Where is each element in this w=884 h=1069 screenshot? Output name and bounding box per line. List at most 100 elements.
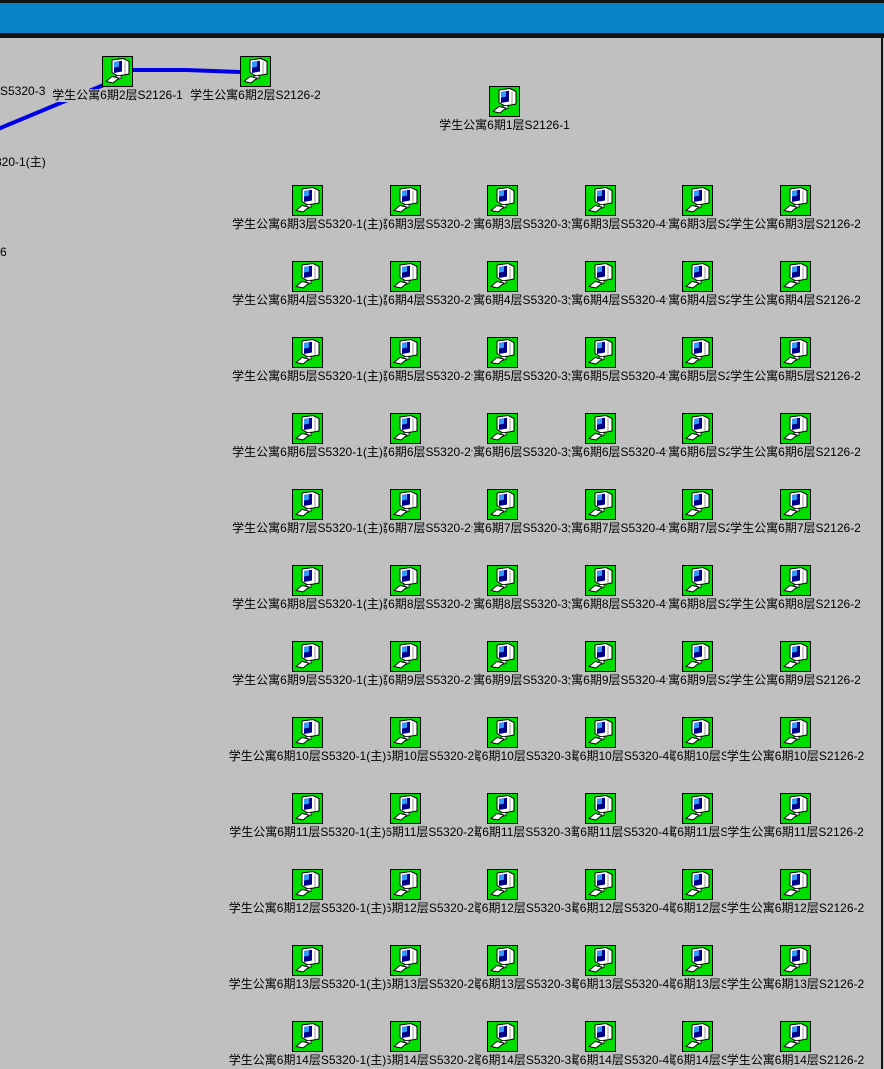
- device-label: 学生公寓6期5层S5320-1(主): [231, 369, 384, 383]
- switch-device-icon[interactable]: [487, 185, 518, 216]
- switch-device-icon[interactable]: [585, 565, 616, 596]
- switch-device-icon[interactable]: [682, 337, 713, 368]
- switch-device-icon[interactable]: [487, 337, 518, 368]
- switch-device-icon[interactable]: [682, 489, 713, 520]
- switch-device-icon[interactable]: [292, 261, 323, 292]
- switch-device-icon[interactable]: [292, 1021, 323, 1052]
- device-label: 学生公寓6期6层S5320-1(主): [231, 445, 384, 459]
- switch-device-icon[interactable]: [390, 641, 421, 672]
- switch-device-icon[interactable]: [780, 717, 811, 748]
- switch-device-icon[interactable]: [682, 945, 713, 976]
- switch-device-icon[interactable]: [682, 717, 713, 748]
- switch-device-icon[interactable]: [780, 565, 811, 596]
- switch-device-icon[interactable]: [682, 869, 713, 900]
- switch-device-icon[interactable]: [292, 185, 323, 216]
- switch-device-icon[interactable]: [390, 869, 421, 900]
- switch-device-icon[interactable]: [780, 793, 811, 824]
- device-label: 学生公寓6期11层S2126-2: [726, 825, 865, 839]
- switch-device-icon[interactable]: [780, 337, 811, 368]
- device-label: 学生公寓6期10层S5320-1(主): [227, 749, 388, 763]
- switch-device-icon[interactable]: [390, 413, 421, 444]
- device-label: 学生公寓6期12层S2126-2: [725, 901, 866, 915]
- switch-device-icon[interactable]: [390, 793, 421, 824]
- switch-device-icon[interactable]: [390, 489, 421, 520]
- switch-device-icon[interactable]: [487, 641, 518, 672]
- titlebar: [0, 3, 884, 33]
- switch-device-icon[interactable]: [585, 793, 616, 824]
- switch-device-icon[interactable]: [487, 717, 518, 748]
- switch-device-icon[interactable]: [780, 489, 811, 520]
- device-label: 学生公寓6期14层S5320-1(主): [227, 1053, 388, 1067]
- switch-device-icon[interactable]: [487, 413, 518, 444]
- switch-device-icon[interactable]: [292, 413, 323, 444]
- switch-device-icon[interactable]: [487, 869, 518, 900]
- device-label: 学生公寓6期3层S5320-1(主): [231, 217, 384, 231]
- switch-device-icon[interactable]: [487, 945, 518, 976]
- device-label: 学生公寓6期7层S5320-1(主): [231, 521, 384, 535]
- switch-device-icon[interactable]: [780, 261, 811, 292]
- switch-device-icon[interactable]: [102, 56, 133, 87]
- switch-device-icon[interactable]: [780, 869, 811, 900]
- device-label: 学生公寓6期8层S5320-1(主): [231, 597, 384, 611]
- switch-device-icon[interactable]: [780, 945, 811, 976]
- device-label: 学生公寓6期5层S2126-2: [729, 369, 862, 383]
- switch-device-icon[interactable]: [585, 489, 616, 520]
- device-label: 学生公寓6期3层S2126-2: [729, 217, 862, 231]
- switch-device-icon[interactable]: [390, 185, 421, 216]
- switch-device-icon[interactable]: [682, 185, 713, 216]
- device-label: 学生公寓6期10层S2126-2: [725, 749, 866, 763]
- switch-device-icon[interactable]: [585, 185, 616, 216]
- switch-device-icon[interactable]: [390, 337, 421, 368]
- switch-device-icon[interactable]: [240, 56, 271, 87]
- switch-device-icon[interactable]: [682, 641, 713, 672]
- switch-device-icon[interactable]: [585, 337, 616, 368]
- switch-device-icon[interactable]: [585, 261, 616, 292]
- switch-device-icon[interactable]: [390, 261, 421, 292]
- switch-device-icon[interactable]: [585, 641, 616, 672]
- switch-device-icon[interactable]: [390, 565, 421, 596]
- switch-device-icon[interactable]: [390, 945, 421, 976]
- device-label-fragment: 6: [0, 245, 7, 259]
- link-2f-s2126-1-to-offscreen: [0, 77, 119, 131]
- switch-device-icon[interactable]: [292, 337, 323, 368]
- switch-device-icon[interactable]: [292, 717, 323, 748]
- switch-device-icon[interactable]: [682, 793, 713, 824]
- switch-device-icon[interactable]: [682, 413, 713, 444]
- switch-device-icon[interactable]: [585, 869, 616, 900]
- switch-device-icon[interactable]: [487, 793, 518, 824]
- switch-device-icon[interactable]: [780, 1021, 811, 1052]
- switch-device-icon[interactable]: [585, 945, 616, 976]
- switch-device-icon[interactable]: [487, 489, 518, 520]
- switch-device-icon[interactable]: [292, 793, 323, 824]
- device-label: 学生公寓6期13层S2126-2: [725, 977, 866, 991]
- switch-device-icon[interactable]: [585, 1021, 616, 1052]
- switch-device-icon[interactable]: [487, 565, 518, 596]
- switch-device-icon[interactable]: [292, 945, 323, 976]
- switch-device-icon[interactable]: [487, 261, 518, 292]
- switch-device-icon[interactable]: [487, 1021, 518, 1052]
- switch-device-icon[interactable]: [682, 1021, 713, 1052]
- device-label: 学生公寓6期1层S2126-1: [438, 118, 571, 132]
- switch-device-icon[interactable]: [585, 717, 616, 748]
- switch-device-icon[interactable]: [780, 413, 811, 444]
- switch-device-icon[interactable]: [292, 641, 323, 672]
- switch-device-icon[interactable]: [585, 413, 616, 444]
- switch-device-icon[interactable]: [292, 565, 323, 596]
- titlebar-top-border: [0, 0, 884, 3]
- switch-device-icon[interactable]: [780, 185, 811, 216]
- device-label: 学生公寓6期14层S2126-2: [725, 1053, 866, 1067]
- device-label: 学生公寓6期8层S2126-2: [729, 597, 862, 611]
- device-label: 学生公寓6期6层S2126-2: [729, 445, 862, 459]
- switch-device-icon[interactable]: [292, 489, 323, 520]
- switch-device-icon[interactable]: [390, 1021, 421, 1052]
- switch-device-icon[interactable]: [780, 641, 811, 672]
- switch-device-icon[interactable]: [489, 86, 520, 117]
- device-label: 学生公寓6期9层S5320-1(主): [231, 673, 384, 687]
- device-label: 学生公寓6期11层S5320-1(主): [228, 825, 387, 839]
- switch-device-icon[interactable]: [682, 261, 713, 292]
- switch-device-icon[interactable]: [292, 869, 323, 900]
- switch-device-icon[interactable]: [682, 565, 713, 596]
- switch-device-icon[interactable]: [390, 717, 421, 748]
